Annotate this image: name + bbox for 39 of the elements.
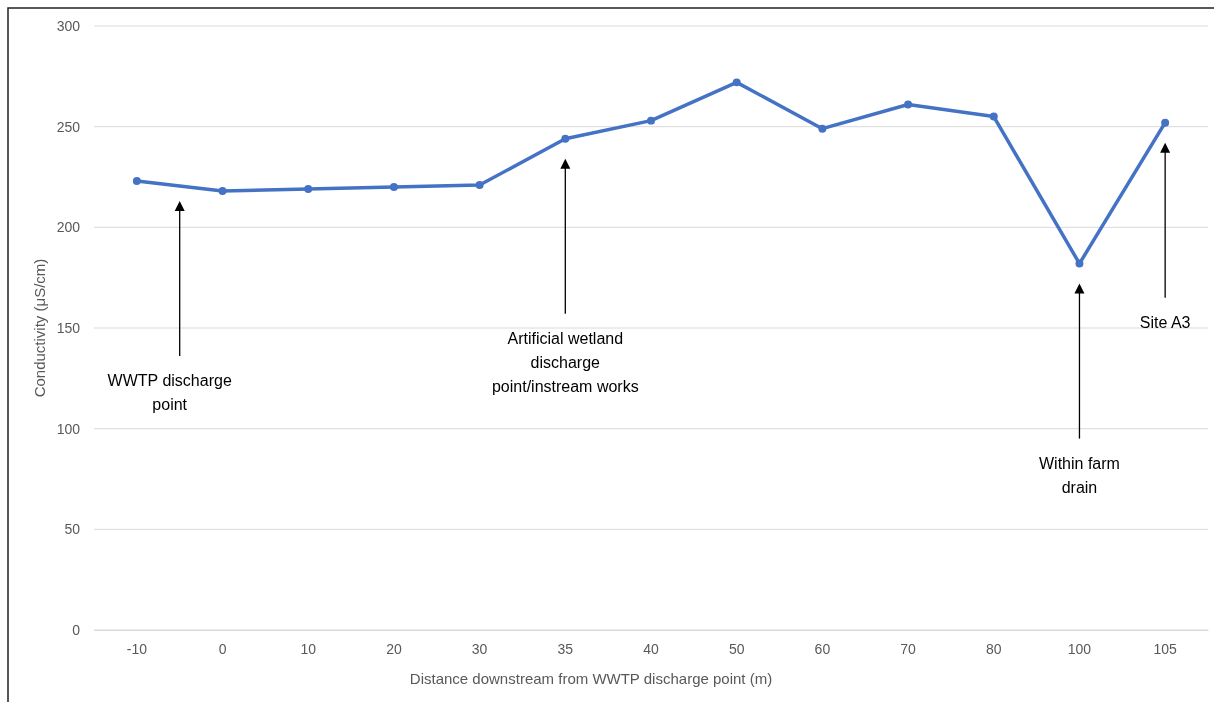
x-axis-title: Distance downstream from WWTP discharge point (m) <box>409 670 773 687</box>
point <box>389 183 398 192</box>
x-tick-label: 0 <box>218 640 227 657</box>
point <box>989 112 998 121</box>
annotation: Site A3 <box>1139 313 1191 331</box>
point <box>1075 259 1084 268</box>
y-tick-label: 50 <box>64 521 81 538</box>
point <box>561 134 570 143</box>
x-tick-label: 100 <box>1067 640 1092 657</box>
point <box>1161 118 1170 127</box>
point <box>475 181 484 190</box>
annotation: Within farm drain <box>1039 454 1120 496</box>
x-tick-label: 70 <box>900 640 917 657</box>
annotation: Artificial wetland discharge point/instream works <box>491 329 639 395</box>
y-tick-label: 150 <box>56 319 81 336</box>
x-tick-label: 40 <box>643 640 659 657</box>
x-tick-label: 105 <box>1153 640 1178 657</box>
y-tick-label: 200 <box>56 219 81 236</box>
x-tick-label: 60 <box>814 640 831 657</box>
point <box>732 78 741 87</box>
point <box>647 116 655 125</box>
y-axis-title: Conductivity (μS/cm) <box>31 258 48 398</box>
x-tick-label: 50 <box>728 640 745 657</box>
point <box>132 177 141 186</box>
annotation: WWTP discharge point <box>107 372 232 414</box>
point <box>304 185 313 194</box>
point <box>218 187 227 196</box>
y-tick-label: 100 <box>56 420 81 437</box>
x-tick-label: 35 <box>557 640 574 657</box>
x-tick-label: 10 <box>300 640 317 657</box>
x-tick-label: 30 <box>471 640 488 657</box>
x-tick-label: -10 <box>126 640 148 657</box>
x-tick-label: 80 <box>985 640 1002 657</box>
y-tick-label: 250 <box>56 118 81 135</box>
x-tick-label: 20 <box>386 640 402 657</box>
y-tick-label: 0 <box>72 621 81 638</box>
point <box>904 100 913 109</box>
y-tick-label: 300 <box>56 17 81 34</box>
point <box>818 124 827 133</box>
